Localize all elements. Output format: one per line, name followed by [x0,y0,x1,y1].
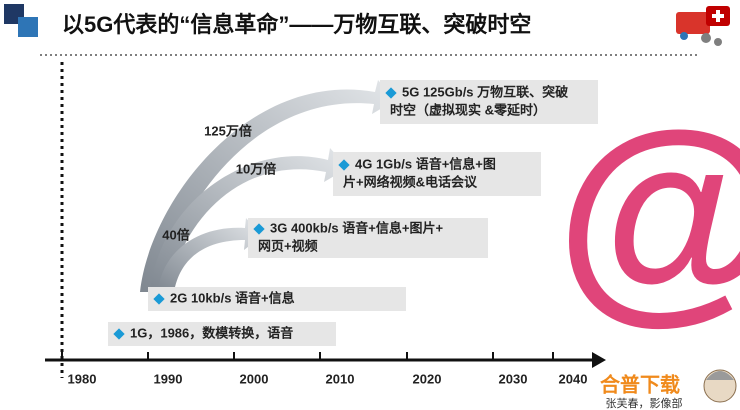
title: 以5G代表的“信息革命”——万物互联、突破时空 [62,12,531,37]
item-box [248,218,488,258]
item-text: 时空（虚拟现实 &零延时） [390,102,546,117]
year-label: 2030 [499,371,528,386]
item-box [148,287,406,311]
item-text: 5G 125Gb/s 万物互联、突破 [402,84,568,99]
title-square [18,17,38,37]
item-text: 3G 400kb/s 语音+信息+图片+ [270,220,443,235]
arrow-label: 10万倍 [236,161,276,176]
arrow-label: 40倍 [162,227,189,242]
item-text: 片+网络视频&电话会议 [343,174,478,189]
arrows [140,80,396,292]
year-label: 1980 [68,371,97,386]
item-text: 2G 10kb/s 语音+信息 [170,290,295,305]
item-box [108,322,336,346]
arrow [140,80,396,292]
year-label: 2040 [559,371,588,386]
item-box [333,152,541,196]
logo: @ [556,85,740,342]
year-label: 1990 [154,371,183,386]
bullet [253,223,265,235]
year-label: 2010 [326,371,355,386]
avatar [703,369,737,403]
author: 张芙春，影像部 [606,396,683,410]
arrow [158,218,262,292]
year-label: 2020 [413,371,442,386]
timeline-arrowhead [592,352,606,368]
item-text: 网页+视频 [258,238,318,253]
item-text: 4G 1Gb/s 语音+信息+图 [355,156,496,171]
item-text: 1G，1986，数模转换，语音 [130,325,293,340]
watermark: 合普下载 [600,372,680,396]
bullet [153,293,165,305]
item-box [380,80,598,124]
year-label: 2000 [240,371,269,386]
bullet [338,159,350,171]
header-icon [676,6,730,46]
arrow-label: 125万倍 [204,123,252,138]
